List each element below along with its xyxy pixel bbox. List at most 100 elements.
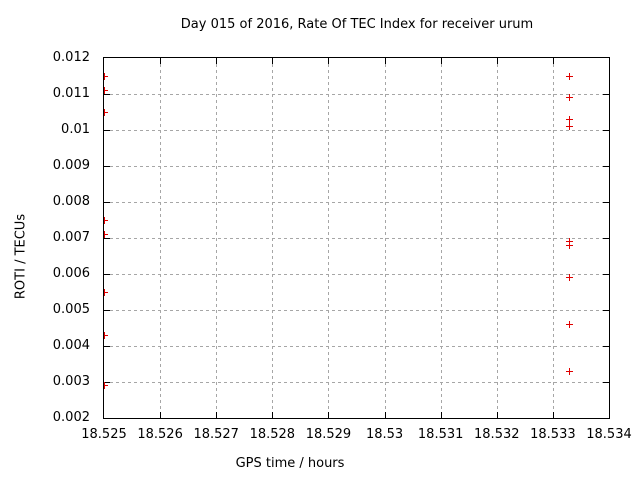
data-point-marker	[566, 274, 574, 282]
data-point-marker	[566, 122, 574, 130]
marker-horizontal-stroke	[104, 334, 108, 336]
data-point-marker	[104, 72, 108, 80]
data-point-marker	[104, 288, 108, 296]
gridline-vertical	[328, 58, 329, 418]
y-tick-label: 0.01	[61, 122, 90, 137]
gridline-horizontal	[104, 130, 609, 131]
x-tick-label: 18.525	[81, 427, 127, 442]
y-tick-mark-left	[104, 382, 110, 383]
y-tick-mark-left	[104, 202, 110, 203]
x-tick-mark-top	[385, 58, 386, 64]
marker-vertical-stroke	[569, 94, 571, 102]
marker-horizontal-stroke	[104, 75, 108, 77]
x-tick-label: 18.526	[137, 427, 183, 442]
marker-vertical-stroke	[104, 86, 105, 94]
x-tick-mark-bottom	[441, 412, 442, 418]
y-axis-title: ROTI / TECUs	[13, 213, 29, 300]
gridline-horizontal	[104, 94, 609, 95]
marker-vertical-stroke	[569, 72, 571, 80]
y-tick-mark-left	[104, 130, 110, 131]
x-axis-title: GPS time / hours	[235, 456, 345, 471]
marker-vertical-stroke	[569, 320, 571, 328]
y-tick-mark-left	[104, 166, 110, 167]
gridline-vertical	[272, 58, 273, 418]
gridline-vertical	[385, 58, 386, 418]
x-tick-mark-top	[216, 58, 217, 64]
x-tick-mark-bottom	[385, 412, 386, 418]
y-tick-mark-right	[603, 130, 609, 131]
x-tick-mark-top	[497, 58, 498, 64]
gridline-vertical	[441, 58, 442, 418]
plot-area	[103, 57, 610, 419]
x-tick-label: 18.534	[586, 427, 632, 442]
x-tick-label: 18.527	[193, 427, 239, 442]
marker-horizontal-stroke	[104, 219, 108, 221]
y-tick-label: 0.008	[52, 194, 90, 209]
y-tick-mark-right	[603, 346, 609, 347]
marker-vertical-stroke	[104, 230, 105, 238]
y-tick-mark-right	[603, 166, 609, 167]
gridline-horizontal	[104, 166, 609, 167]
data-point-marker	[566, 320, 574, 328]
data-point-marker	[566, 94, 574, 102]
y-tick-mark-right	[603, 310, 609, 311]
data-point-marker	[566, 72, 574, 80]
x-tick-mark-top	[553, 58, 554, 64]
y-tick-mark-left	[104, 346, 110, 347]
y-tick-label: 0.002	[52, 410, 90, 425]
data-point-marker	[104, 230, 108, 238]
gridline-vertical	[497, 58, 498, 418]
x-tick-mark-top	[160, 58, 161, 64]
data-point-marker	[104, 331, 108, 339]
y-tick-mark-left	[104, 238, 110, 239]
data-point-marker	[566, 238, 574, 246]
marker-vertical-stroke	[569, 367, 571, 375]
y-tick-mark-right	[603, 382, 609, 383]
data-point-marker	[104, 216, 108, 224]
marker-vertical-stroke	[104, 72, 105, 80]
y-tick-mark-right	[603, 94, 609, 95]
y-tick-label: 0.011	[52, 86, 90, 101]
x-tick-label: 18.533	[530, 427, 576, 442]
marker-horizontal-stroke	[104, 233, 108, 235]
x-tick-mark-top	[328, 58, 329, 64]
marker-horizontal-stroke	[104, 89, 108, 91]
data-point-marker	[104, 382, 108, 390]
x-tick-label: 18.528	[249, 427, 296, 442]
x-tick-label: 18.53	[365, 427, 404, 442]
gridline-horizontal	[104, 274, 609, 275]
x-tick-mark-bottom	[216, 412, 217, 418]
marker-vertical-stroke	[569, 241, 571, 249]
x-tick-label: 18.529	[305, 427, 352, 442]
y-tick-label: 0.005	[52, 302, 90, 317]
y-tick-label: 0.004	[52, 338, 90, 353]
y-tick-mark-left	[104, 310, 110, 311]
marker-horizontal-stroke	[104, 385, 108, 387]
marker-horizontal-stroke	[104, 291, 108, 293]
data-point-marker	[566, 115, 574, 123]
gridline-vertical	[553, 58, 554, 418]
x-tick-mark-bottom	[553, 412, 554, 418]
x-tick-mark-top	[272, 58, 273, 64]
chart-title: Day 015 of 2016, Rate Of TEC Index for r…	[180, 17, 534, 32]
marker-vertical-stroke	[104, 216, 105, 224]
marker-vertical-stroke	[104, 382, 105, 390]
marker-vertical-stroke	[104, 331, 105, 339]
marker-horizontal-stroke	[104, 111, 108, 113]
data-point-marker	[104, 108, 108, 116]
y-tick-label: 0.007	[52, 230, 90, 245]
y-tick-label: 0.012	[52, 50, 90, 65]
marker-vertical-stroke	[569, 238, 571, 246]
x-tick-mark-bottom	[160, 412, 161, 418]
gridline-horizontal	[104, 202, 609, 203]
gridline-vertical	[216, 58, 217, 418]
marker-vertical-stroke	[104, 108, 105, 116]
gridline-horizontal	[104, 346, 609, 347]
y-tick-mark-right	[603, 274, 609, 275]
y-tick-label: 0.009	[52, 158, 90, 173]
gridline-vertical	[160, 58, 161, 418]
y-tick-label: 0.003	[52, 374, 90, 389]
y-tick-mark-right	[603, 202, 609, 203]
gridline-horizontal	[104, 310, 609, 311]
